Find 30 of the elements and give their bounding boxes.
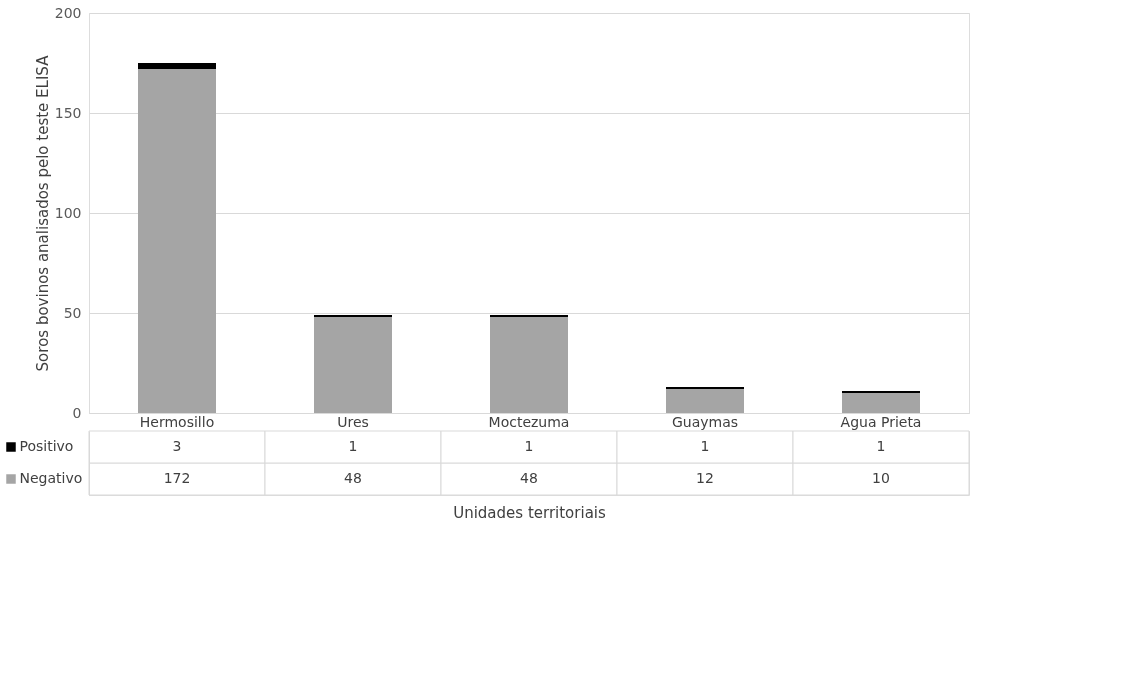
y-axis-title: Soros bovinos analisados pelo teste ELISA [33, 54, 52, 372]
data-label: 1 [348, 438, 358, 454]
bar [138, 63, 216, 69]
data-label: 10 [872, 470, 890, 486]
legend-label: Positivo [19, 438, 74, 454]
bar [138, 69, 216, 413]
data-label: 48 [520, 470, 538, 486]
data-label: 172 [163, 470, 191, 486]
bar [314, 317, 392, 413]
data-label: 1 [876, 438, 886, 454]
data-label: 3 [172, 438, 182, 454]
data-label: 1 [700, 438, 710, 454]
x-tick-label: Guaymas [671, 413, 739, 430]
legend-label: Negativo [19, 470, 83, 486]
bar [842, 393, 920, 413]
x-axis-title: Unidades territoriais [453, 503, 606, 522]
bar [666, 389, 744, 413]
y-tick-label: 200 [54, 4, 82, 21]
y-tick-label: 150 [54, 104, 82, 121]
data-label: 48 [344, 470, 362, 486]
x-tick-label: Moctezuma [488, 413, 570, 430]
x-tick-label: Hermosillo [139, 413, 215, 430]
y-tick-label: 0 [72, 404, 82, 421]
data-label: 1 [524, 438, 534, 454]
y-tick-label: 100 [54, 204, 82, 221]
x-tick-label: Agua Prieta [840, 413, 922, 430]
data-label: 12 [696, 470, 714, 486]
bar [490, 317, 568, 413]
y-tick-label: 50 [63, 304, 82, 321]
x-tick-label: Ures [337, 413, 369, 430]
